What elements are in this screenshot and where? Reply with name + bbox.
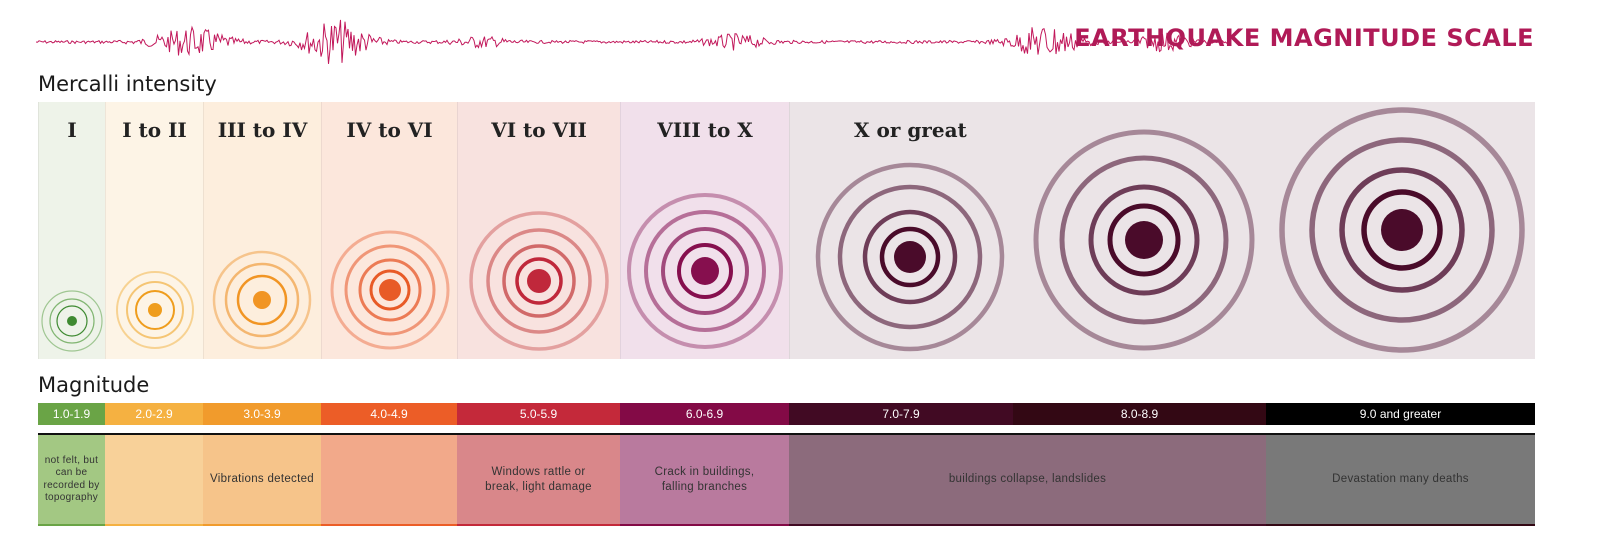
ring: [1361, 189, 1443, 271]
ring: [49, 298, 95, 344]
ring-group-5: [469, 211, 609, 351]
ring-group-3: [212, 250, 312, 350]
intensity-label-5: VI to VII: [491, 118, 587, 142]
epicenter-dot: [691, 257, 719, 285]
mercalli-intensity-label: Mercalli intensity: [38, 72, 217, 96]
ring: [515, 257, 563, 305]
ring: [369, 269, 411, 311]
effect-underline: [620, 524, 789, 526]
magnitude-cell-7: 7.0-7.9: [789, 403, 1013, 425]
ring: [862, 209, 958, 305]
epicenter-dot: [148, 303, 162, 317]
ring: [56, 305, 88, 337]
ring-group-7: [815, 162, 1005, 352]
magnitude-cell-3: 3.0-3.9: [203, 403, 321, 425]
magnitude-bar: 1.0-1.9 2.0-2.9 3.0-3.9 4.0-4.9 5.0-5.9 …: [38, 403, 1535, 425]
intensity-label-1: I: [67, 118, 77, 142]
effect-cell-6: Crack in buildings, falling branches: [620, 435, 789, 526]
ring: [224, 262, 300, 338]
epicenter-dot: [894, 241, 926, 273]
magnitude-cell-1: 1.0-1.9: [38, 403, 105, 425]
intensity-label-7: X or great: [854, 118, 967, 142]
effect-underline: [38, 524, 105, 526]
ring: [469, 211, 609, 351]
ring: [126, 281, 184, 339]
magnitude-label: Magnitude: [38, 373, 150, 397]
seismograph-trace: [36, 19, 1231, 64]
ring: [116, 271, 194, 349]
ring: [1107, 203, 1181, 277]
intensity-label-3: III to IV: [217, 118, 308, 142]
magnitude-cell-5: 5.0-5.9: [457, 403, 620, 425]
epicenter-dot: [67, 316, 77, 326]
effects-bar: not felt, but can be recorded by topogra…: [38, 433, 1535, 526]
effect-underline: [1266, 524, 1535, 526]
ring: [815, 162, 1005, 352]
ring: [1279, 107, 1525, 353]
ring: [236, 274, 288, 326]
page-title: EARTHQUAKE MAGNITUDE SCALE: [1074, 24, 1534, 52]
intensity-column-3: III to IV: [203, 102, 321, 359]
ring: [879, 226, 941, 288]
effect-cell-1: not felt, but can be recorded by topogra…: [38, 435, 105, 526]
effect-cell-2: [105, 435, 203, 526]
epicenter-dot: [1381, 209, 1423, 251]
ring: [1059, 155, 1229, 325]
ring-group-8: [1033, 129, 1255, 351]
ring: [677, 243, 733, 299]
ring: [330, 230, 450, 350]
intensity-label-6: VIII to X: [657, 118, 753, 142]
seismic-rings: [41, 107, 1525, 353]
effect-underline: [105, 524, 203, 526]
ring: [627, 193, 783, 349]
ring: [1339, 167, 1465, 293]
ring: [344, 244, 436, 336]
effect-underline: [203, 524, 321, 526]
ring: [644, 210, 766, 332]
magnitude-cell-8: 8.0-8.9: [1013, 403, 1266, 425]
effect-cell-5: Windows rattle or break, light damage: [457, 435, 620, 526]
ring: [661, 227, 749, 315]
ring-group-2: [116, 271, 194, 349]
epicenter-dot: [527, 269, 551, 293]
intensity-panel: I I to II III to IV IV to VI VI to VII V…: [38, 102, 1535, 359]
effect-underline: [321, 524, 457, 526]
ring-group-4: [330, 230, 450, 350]
intensity-label-2: I to II: [122, 118, 187, 142]
epicenter-dot: [1125, 221, 1163, 259]
epicenter-dot: [379, 279, 401, 301]
magnitude-cell-6: 6.0-6.9: [620, 403, 789, 425]
effect-cell-4: [321, 435, 457, 526]
ring-group-6: [627, 193, 783, 349]
ring: [1033, 129, 1255, 351]
effect-cell-3: Vibrations detected: [203, 435, 321, 526]
ring: [502, 244, 576, 318]
intensity-column-4: IV to VI: [321, 102, 457, 359]
ring-group-9: [1279, 107, 1525, 353]
epicenter-dot: [253, 291, 271, 309]
ring: [1309, 137, 1495, 323]
effect-underline: [789, 524, 1266, 526]
ring: [41, 290, 103, 352]
ring: [486, 228, 592, 334]
magnitude-cell-2: 2.0-2.9: [105, 403, 203, 425]
intensity-label-4: IV to VI: [346, 118, 433, 142]
ring: [837, 184, 983, 330]
magnitude-cell-9: 9.0 and greater: [1266, 403, 1535, 425]
seismograph-wave: [36, 19, 1231, 64]
ring: [358, 258, 422, 322]
effect-cell-7: buildings collapse, landslides: [789, 435, 1266, 526]
ring: [135, 290, 175, 330]
ring: [212, 250, 312, 350]
ring: [1088, 184, 1200, 296]
ring-group-1: [41, 290, 103, 352]
effect-cell-8: Devastation many deaths: [1266, 435, 1535, 526]
effect-underline: [457, 524, 620, 526]
magnitude-cell-4: 4.0-4.9: [321, 403, 457, 425]
